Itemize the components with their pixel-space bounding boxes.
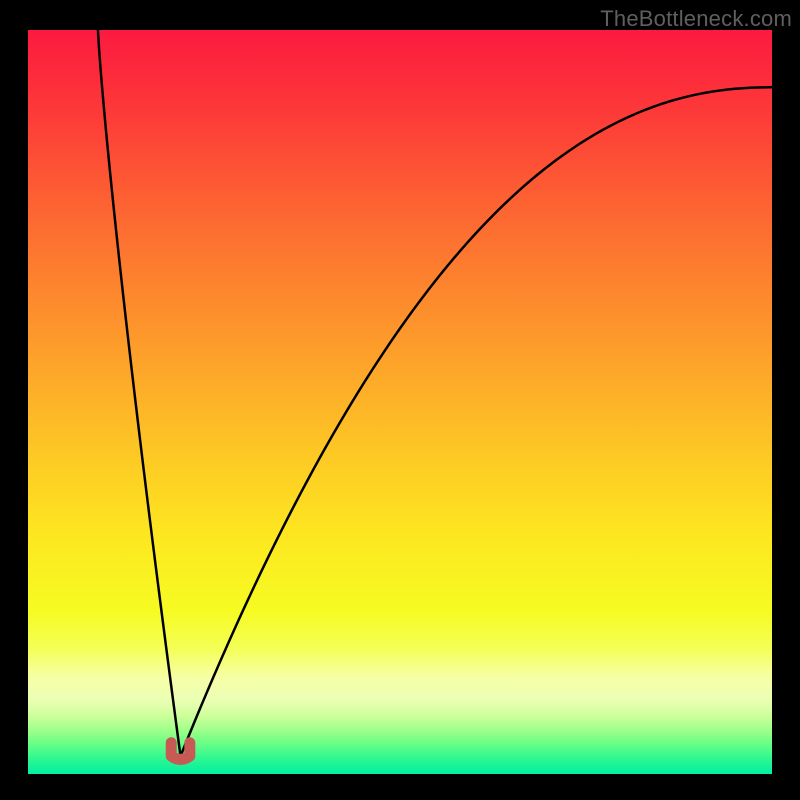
plot-area [28,30,772,774]
chart-root: TheBottleneck.com [0,0,800,800]
chart-svg [0,0,800,800]
source-label: TheBottleneck.com [600,6,792,32]
